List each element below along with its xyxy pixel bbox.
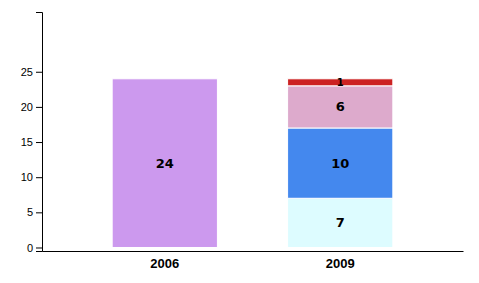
x-tick: 2006 [150,251,179,271]
y-tick-label: 25 [21,66,33,78]
y-tick: 10 [21,171,42,183]
data-label: 1 [337,77,344,88]
chart: 0 5 10 15 20 25 2006 2009 24 7 10 6 1 [0,0,479,283]
x-tick-label: 2006 [150,256,179,271]
y-tick-mark [36,72,42,73]
y-axis: 0 5 10 15 20 25 [21,13,43,254]
y-tick-label: 20 [21,101,33,113]
y-axis-line [36,13,43,252]
y-tick-label: 15 [21,136,33,148]
x-tick-label: 2009 [326,256,355,271]
y-tick-mark [36,107,42,108]
y-tick: 20 [21,101,42,113]
y-tick: 25 [21,66,42,78]
bar-segment [112,79,217,248]
x-axis-line [43,251,464,252]
y-tick-label: 5 [27,206,33,218]
y-tick-mark [36,177,42,178]
data-label: 7 [336,215,345,230]
data-label: 10 [331,156,349,171]
bar-segment [288,198,393,247]
y-tick-mark [36,247,42,248]
y-tick-label: 0 [27,242,33,254]
y-tick-label: 10 [21,171,33,183]
y-tick-mark [36,142,42,143]
data-labels: 24 7 10 6 1 [156,77,350,231]
y-tick: 15 [21,136,42,148]
bar-segment [288,86,393,128]
x-tick: 2009 [326,251,355,271]
plot: 0 5 10 15 20 25 2006 2009 24 7 10 6 1 [21,13,464,272]
y-tick: 0 [27,242,42,254]
data-label: 6 [336,99,345,114]
y-tick-mark [36,212,42,213]
bars [112,79,393,248]
y-tick: 5 [27,206,42,218]
x-axis: 2006 2009 [43,251,464,271]
data-label: 24 [156,156,174,171]
bar-segment [288,128,393,198]
